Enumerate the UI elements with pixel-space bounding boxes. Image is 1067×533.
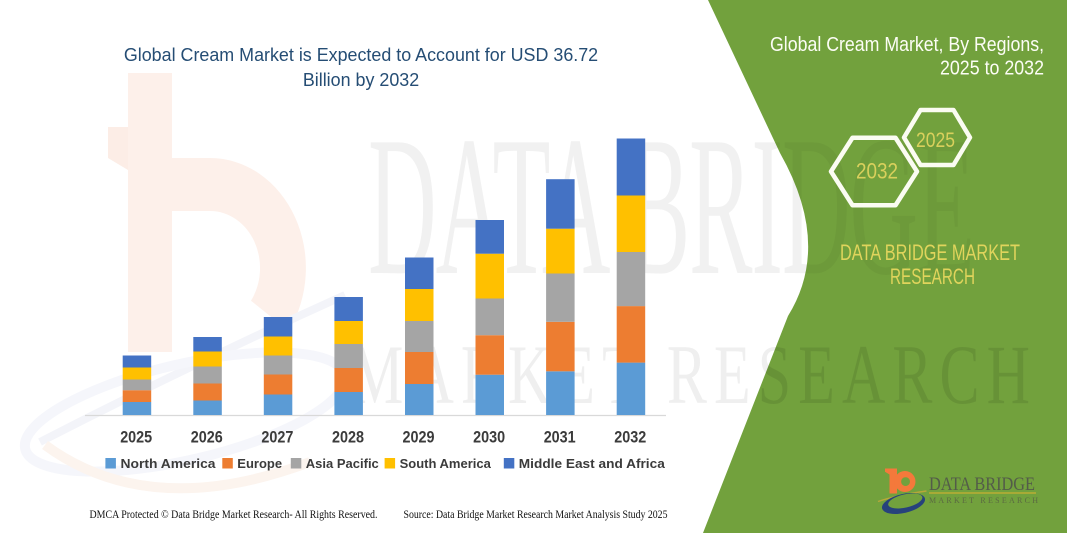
svg-text:MARKET RESEARCH: MARKET RESEARCH — [350, 328, 1030, 421]
svg-text:DMCA Protected © Data Bridge M: DMCA Protected © Data Bridge Market Rese… — [90, 509, 378, 521]
svg-text:Source: Data Bridge Market Res: Source: Data Bridge Market Research Mark… — [404, 509, 668, 521]
svg-text:2025: 2025 — [120, 429, 152, 447]
svg-text:2027: 2027 — [261, 429, 293, 447]
svg-text:Middle East and Africa: Middle East and Africa — [519, 456, 666, 471]
svg-text:2026: 2026 — [191, 429, 223, 447]
svg-text:North America: North America — [121, 456, 217, 471]
svg-text:DATA BRIDGE MARKET: DATA BRIDGE MARKET — [840, 240, 1020, 265]
svg-text:DATA BRIDGE: DATA BRIDGE — [929, 474, 1035, 495]
svg-text:2030: 2030 — [473, 429, 505, 447]
svg-text:RESEARCH: RESEARCH — [890, 264, 975, 289]
svg-text:Global Cream Market, By Region: Global Cream Market, By Regions, — [770, 34, 1044, 56]
svg-text:2029: 2029 — [403, 429, 435, 447]
svg-text:South America: South America — [400, 456, 492, 471]
svg-text:MARKET RESEARCH: MARKET RESEARCH — [929, 496, 1038, 505]
svg-text:2032: 2032 — [856, 159, 898, 184]
svg-text:2028: 2028 — [332, 429, 364, 447]
svg-text:2025: 2025 — [916, 129, 955, 152]
svg-text:2031: 2031 — [544, 429, 576, 447]
svg-text:2032: 2032 — [614, 429, 646, 447]
svg-text:Europe: Europe — [237, 456, 282, 471]
svg-text:Asia Pacific: Asia Pacific — [306, 456, 379, 471]
svg-text:2025 to 2032: 2025 to 2032 — [940, 58, 1044, 80]
